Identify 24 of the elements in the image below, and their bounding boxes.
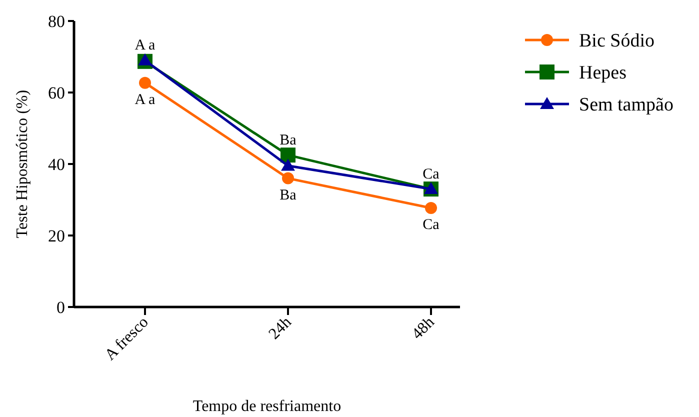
y-tick-label: 80 [48, 12, 65, 31]
point [281, 158, 295, 171]
annotation: Ca [422, 166, 440, 182]
x-tick-label: 24h [266, 314, 295, 343]
y-tick-label: 20 [48, 226, 65, 246]
annotation: Ba [280, 188, 297, 204]
x-axis-title: Tempo de resfriamento [192, 398, 342, 415]
y-tick-label: 40 [48, 154, 65, 174]
point [280, 148, 296, 163]
annotation: A a [134, 38, 156, 54]
point [425, 202, 437, 214]
y-tick-label: 0 [56, 298, 65, 317]
point [282, 172, 294, 184]
legend-label: Sem tampão [579, 94, 674, 116]
legend-label: Hepes [579, 62, 626, 84]
annotation: Ba [280, 132, 297, 148]
point [139, 76, 151, 89]
y-axis-title: Teste Hiposmótico (%) [14, 90, 31, 238]
y-tick-label: 60 [48, 83, 65, 102]
annotation: Ca [422, 217, 440, 234]
annotation: A a [134, 92, 156, 108]
x-tick-label: 48h [408, 314, 438, 343]
legend-label: Bic Sódio [579, 30, 654, 52]
point [138, 53, 152, 66]
